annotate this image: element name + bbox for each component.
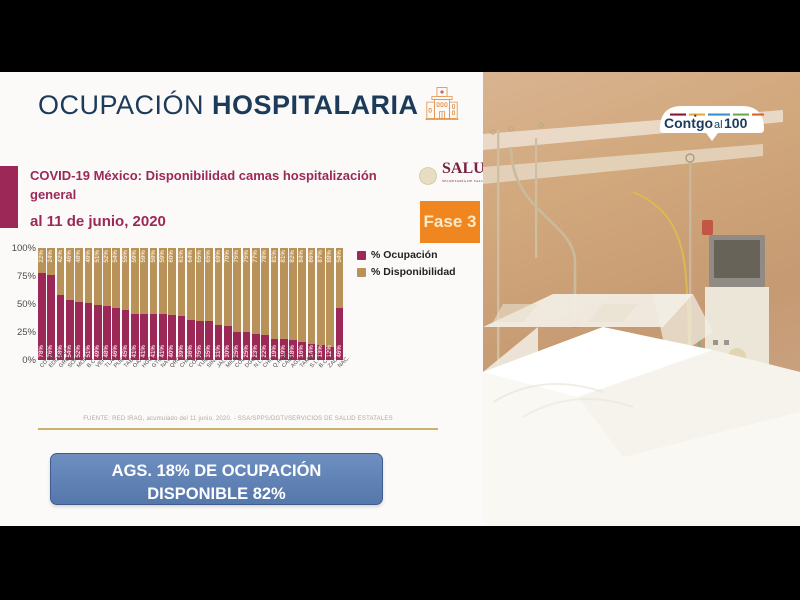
svg-text:100: 100 (724, 115, 748, 131)
svg-text:al: al (714, 119, 723, 131)
svg-text:Cont: Cont (664, 115, 696, 131)
svg-text:go: go (696, 115, 713, 131)
